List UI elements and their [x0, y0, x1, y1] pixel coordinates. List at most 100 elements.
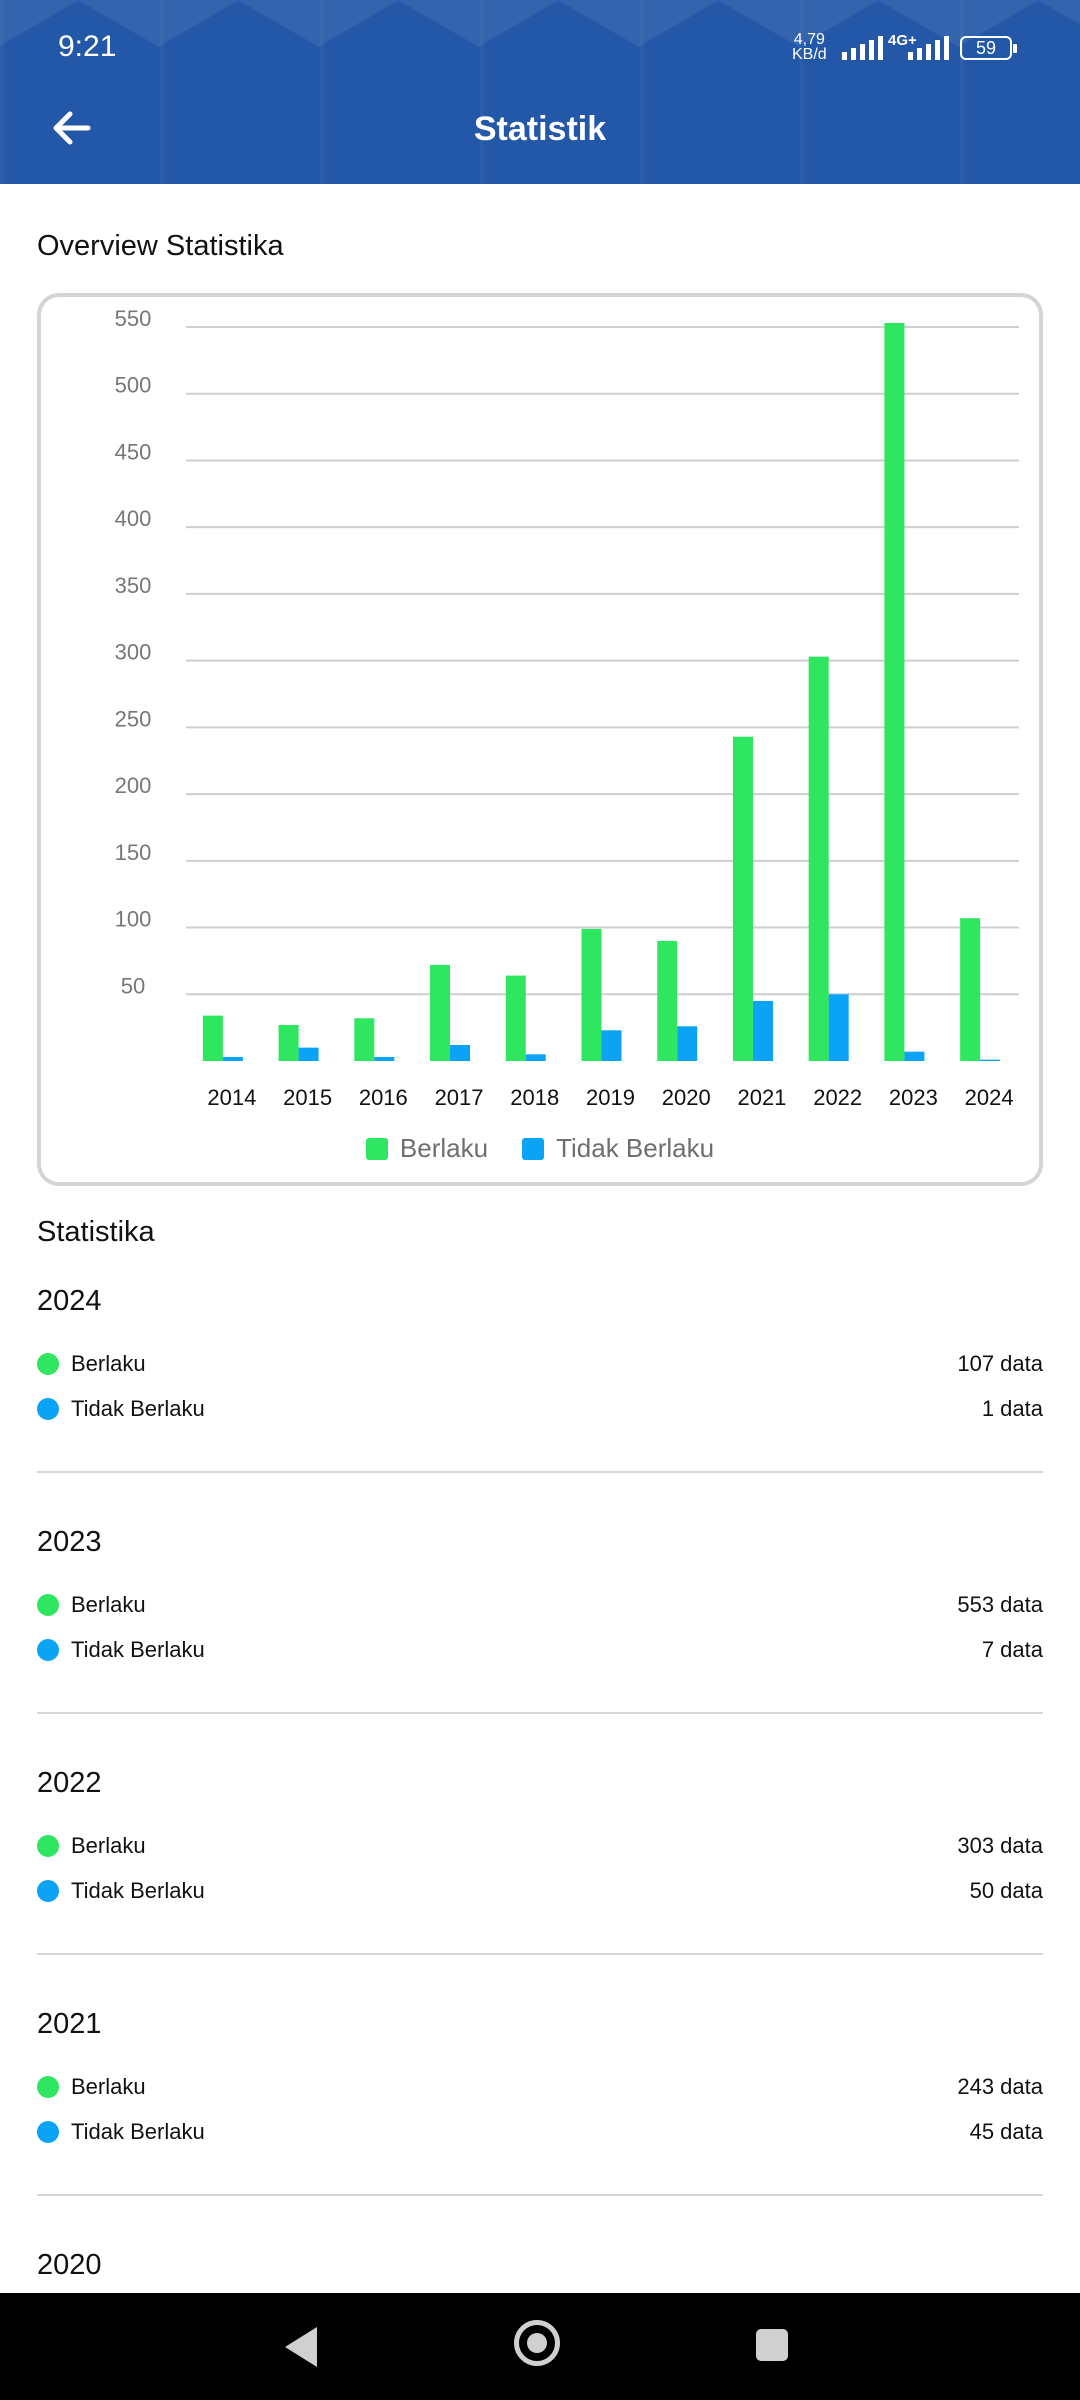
stat-value: 107 data: [957, 1351, 1043, 1376]
year-block-2024: 2024 Berlaku 107 data Tidak Berlaku 1 da…: [37, 1275, 1043, 1516]
stat-row-berlaku: Berlaku 553 data: [37, 1592, 1043, 1618]
bar-berlaku: [657, 940, 678, 1061]
stat-value: 243 data: [957, 2074, 1043, 2099]
nav-recents-icon[interactable]: [756, 2329, 788, 2361]
blue-dot-icon: [37, 1880, 59, 1902]
nav-home-icon[interactable]: [514, 2320, 560, 2366]
divider: [37, 1471, 1043, 1473]
stat-value: 303 data: [957, 1833, 1043, 1858]
bar-tidak-berlaku: [904, 1051, 925, 1061]
stat-row-berlaku: Berlaku 107 data: [37, 1351, 1043, 1377]
nav-back-icon[interactable]: [285, 2327, 317, 2367]
stat-row-berlaku: Berlaku 243 data: [37, 2074, 1043, 2100]
year-title: 2020: [37, 2249, 102, 2275]
back-button[interactable]: [48, 104, 96, 152]
divider: [37, 1953, 1043, 1955]
bar-berlaku: [808, 656, 829, 1061]
stat-label: Tidak Berlaku: [71, 1637, 205, 1662]
bar-tidak-berlaku: [374, 1056, 395, 1061]
bar-tidak-berlaku: [222, 1056, 243, 1061]
stat-label: Berlaku: [71, 1833, 146, 1858]
x-tick-label: 2022: [813, 1085, 862, 1110]
bar-tidak-berlaku: [450, 1044, 471, 1061]
bar-berlaku: [354, 1018, 375, 1061]
y-tick-label: 300: [115, 640, 152, 665]
y-tick-label: 50: [121, 973, 145, 998]
page-title: Statistik: [473, 110, 607, 148]
x-tick-label: 2024: [965, 1085, 1014, 1110]
chart-card: 50 100 150 200 250 300 350 400 450 500 550 2014 2015…: [37, 293, 1043, 1186]
y-tick-label: 550: [115, 306, 152, 331]
legend-item-tidak-berlaku[interactable]: Tidak Berlaku: [522, 1133, 714, 1164]
legend-item-berlaku[interactable]: Berlaku: [365, 1133, 488, 1164]
bar-berlaku: [278, 1024, 299, 1061]
year-title: 2023: [37, 1526, 102, 1558]
signal-icon: [842, 34, 883, 60]
arrow-left-icon: [53, 111, 91, 145]
stat-row-tidak-berlaku: Tidak Berlaku 7 data: [37, 1637, 1043, 1663]
x-tick-label: 2014: [207, 1085, 256, 1110]
bar-berlaku: [505, 975, 526, 1061]
stat-row-tidak-berlaku: Tidak Berlaku 45 data: [37, 2119, 1043, 2145]
signal-icon-2: [908, 34, 949, 60]
chart-legend: Berlaku Tidak Berlaku: [41, 1133, 1039, 1164]
green-dot-icon: [37, 2076, 59, 2098]
stat-label: Tidak Berlaku: [71, 1878, 205, 1903]
divider: [37, 2194, 1043, 2196]
green-dot-icon: [37, 1594, 59, 1616]
y-tick-label: 250: [115, 706, 152, 731]
stat-label: Tidak Berlaku: [71, 1396, 205, 1421]
year-title: 2022: [37, 1767, 102, 1799]
bar-berlaku: [581, 928, 602, 1061]
overview-title: Overview Statistika: [37, 230, 284, 262]
bar-berlaku: [430, 964, 451, 1061]
stat-value: 553 data: [957, 1592, 1043, 1617]
stat-row-berlaku: Berlaku 303 data: [37, 1833, 1043, 1859]
y-tick-label: 150: [115, 840, 152, 865]
year-block-2022: 2022 Berlaku 303 data Tidak Berlaku 50 d…: [37, 1757, 1043, 1998]
stat-row-tidak-berlaku: Tidak Berlaku 50 data: [37, 1878, 1043, 1904]
y-tick-label: 100: [115, 907, 152, 932]
network-speed-value: 4,79: [793, 31, 825, 48]
x-tick-label: 2017: [435, 1085, 484, 1110]
bar-tidak-berlaku: [298, 1047, 319, 1061]
legend-swatch-tidak-berlaku: [522, 1137, 545, 1160]
bar-berlaku: [202, 1015, 223, 1061]
bar-tidak-berlaku: [828, 994, 849, 1061]
stats-title: Statistika: [37, 1216, 155, 1248]
bar-tidak-berlaku: [980, 1059, 1001, 1061]
y-tick-label: 350: [115, 573, 152, 598]
battery-icon: 59: [960, 36, 1017, 60]
x-tick-label: 2018: [510, 1085, 559, 1110]
green-dot-icon: [37, 1353, 59, 1375]
green-dot-icon: [37, 1835, 59, 1857]
y-tick-label: 450: [115, 439, 152, 464]
stat-value: 50 data: [969, 1878, 1043, 1903]
year-block-2023: 2023 Berlaku 553 data Tidak Berlaku 7 da…: [37, 1516, 1043, 1757]
bar-berlaku: [732, 736, 753, 1061]
x-tick-label: 2023: [889, 1085, 938, 1110]
legend-label-tidak-berlaku: Tidak Berlaku: [556, 1133, 715, 1163]
x-tick-label: 2015: [283, 1085, 332, 1110]
y-tick-label: 400: [115, 506, 152, 531]
legend-swatch-berlaku: [365, 1137, 388, 1160]
network-speed: 4,79 KB/d: [792, 31, 827, 63]
bar-berlaku: [960, 918, 981, 1061]
blue-dot-icon: [37, 1639, 59, 1661]
stats-list: 2024 Berlaku 107 data Tidak Berlaku 1 da…: [37, 1275, 1043, 2275]
y-tick-label: 500: [115, 373, 152, 398]
blue-dot-icon: [37, 2121, 59, 2143]
bar-tidak-berlaku: [525, 1054, 546, 1061]
bar-tidak-berlaku: [752, 1000, 773, 1061]
stat-label: Berlaku: [71, 2074, 146, 2099]
x-tick-label: 2021: [737, 1085, 786, 1110]
stat-value: 45 data: [969, 2119, 1043, 2144]
battery-level: 59: [975, 38, 997, 58]
year-title: 2021: [37, 2008, 102, 2040]
divider: [37, 1712, 1043, 1714]
x-tick-label: 2020: [662, 1085, 711, 1110]
year-block-2020: 2020: [37, 2239, 1043, 2275]
stat-label: Berlaku: [71, 1592, 146, 1617]
bar-chart: 50 100 150 200 250 300 350 400 450 500 550 2014 2015…: [115, 306, 1019, 1110]
network-speed-unit: KB/d: [792, 46, 827, 63]
